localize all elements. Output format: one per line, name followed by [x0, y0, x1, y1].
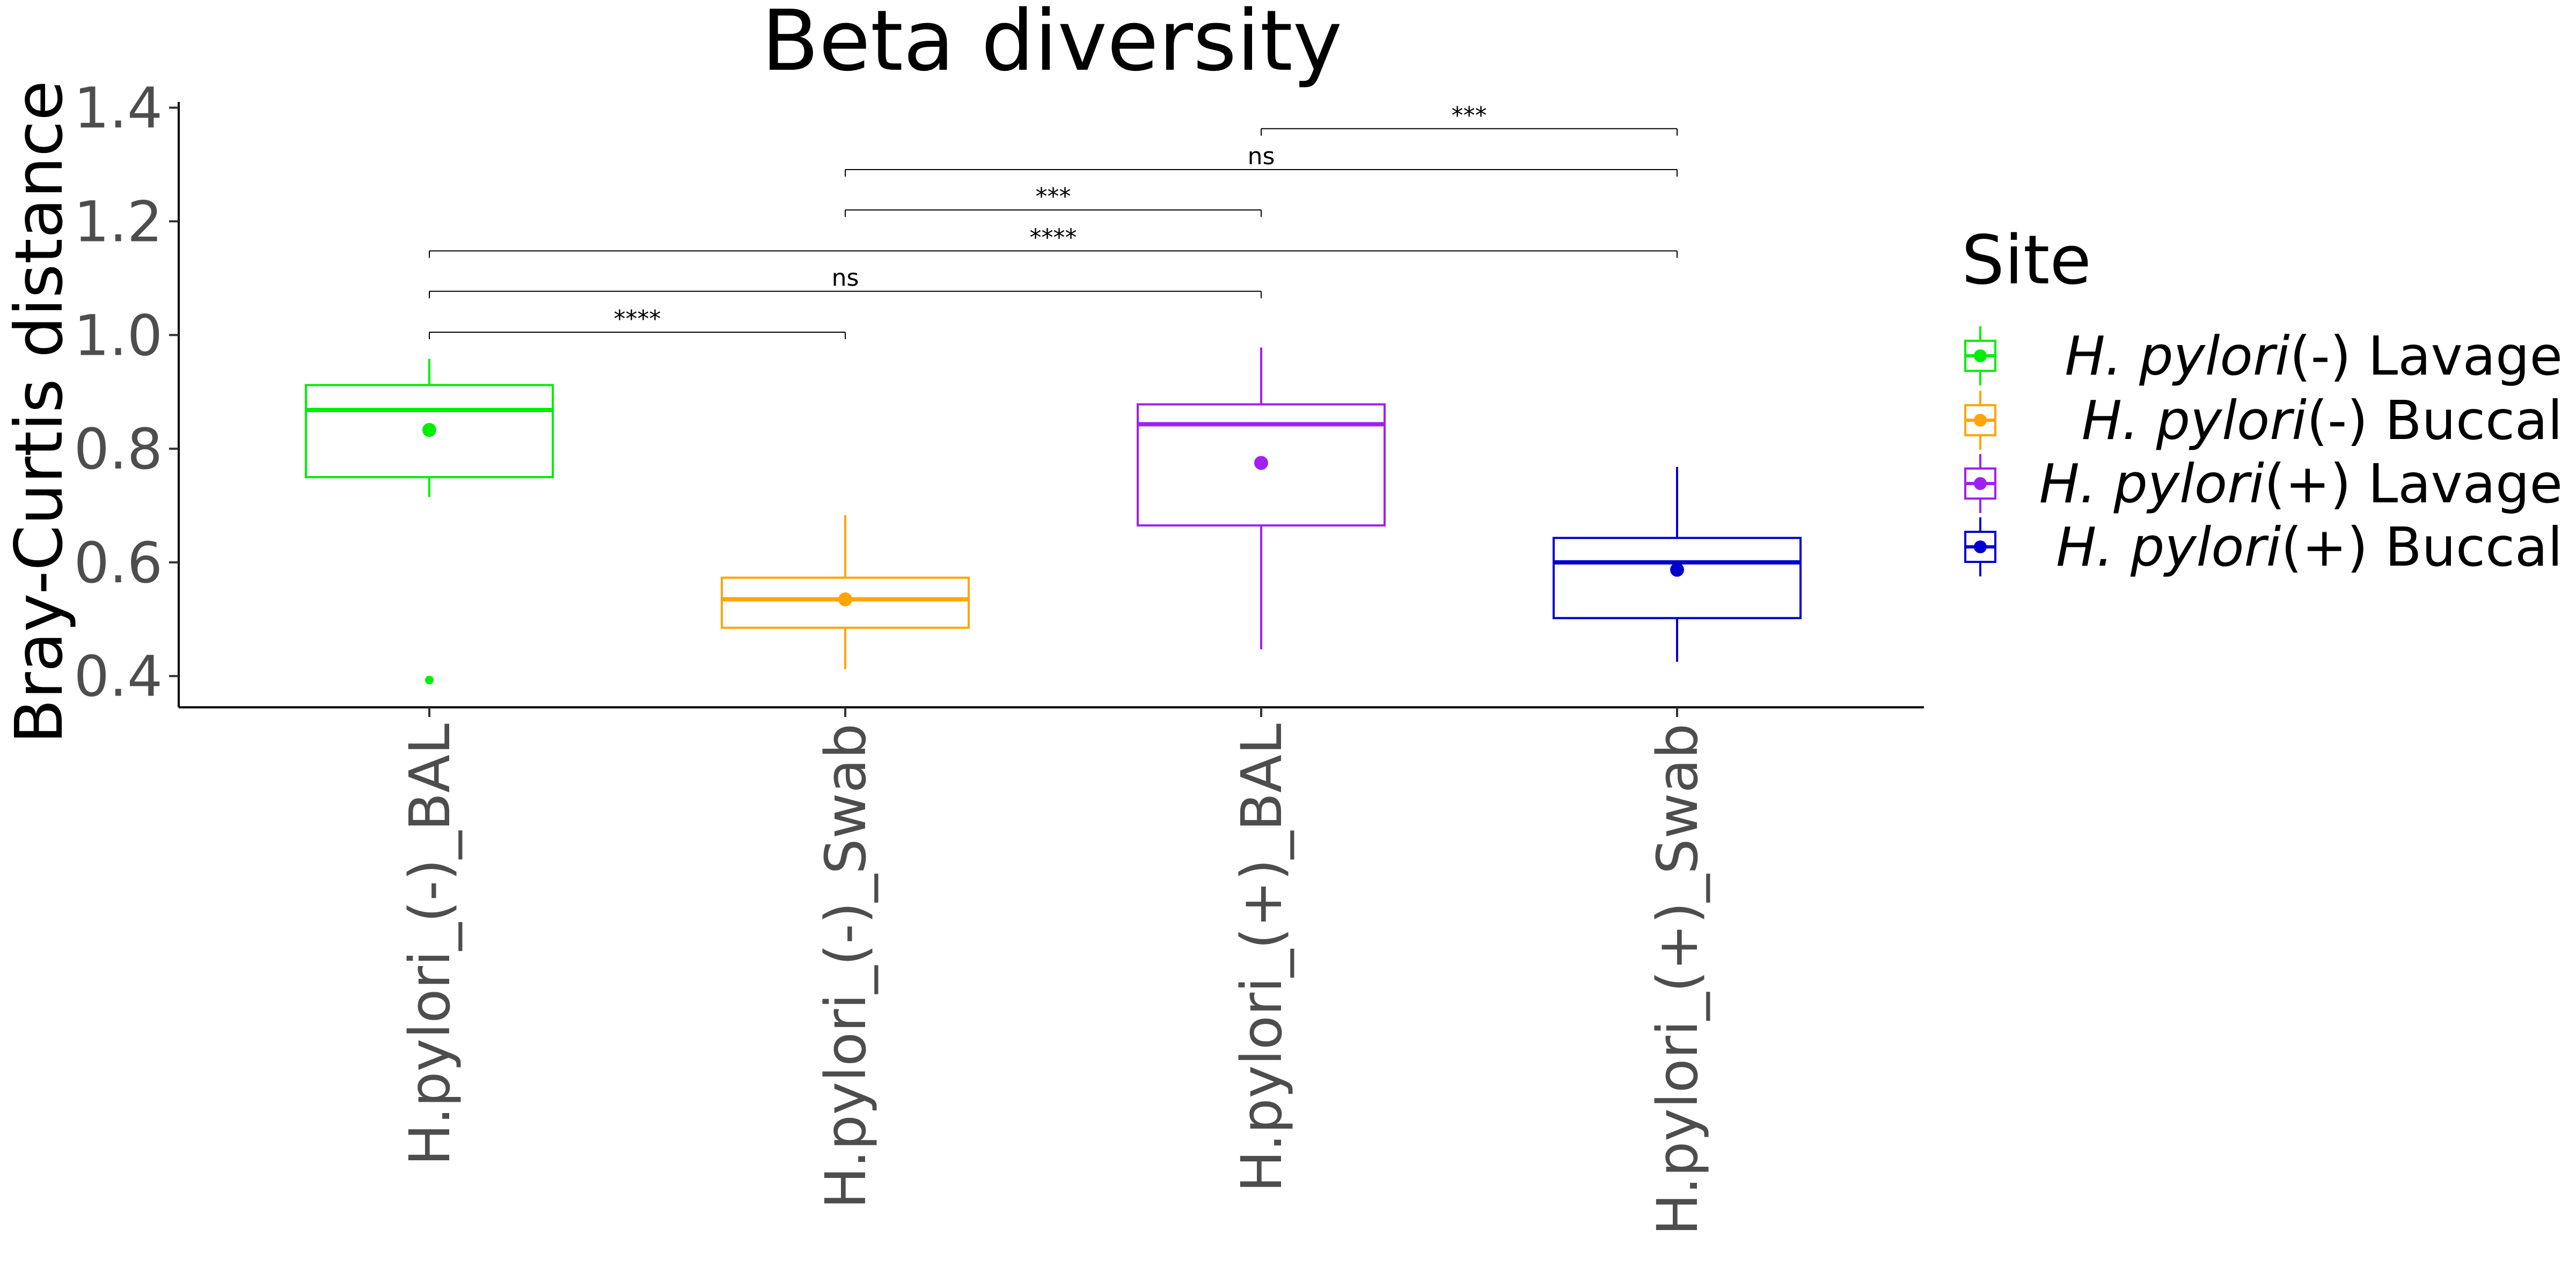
comparison-bracket: ***	[845, 183, 1262, 217]
y-tick-label: 1.0	[74, 303, 163, 368]
significance-label: ****	[1030, 224, 1077, 251]
y-tick-label: 0.6	[74, 530, 163, 596]
y-tick-label: 1.2	[74, 189, 163, 254]
chart-title: Beta diversity	[762, 0, 1342, 90]
box-3	[1137, 347, 1386, 649]
legend-label: H. pylori(+) Lavage	[2039, 452, 2563, 515]
legend-label-group: (-) Lavage	[2290, 325, 2563, 387]
legend-title: Site	[1962, 221, 2091, 299]
legend-key-point	[1974, 477, 1987, 490]
legend-item-3: H. pylori(+) Lavage	[1964, 452, 2563, 515]
y-tick-label: 0.8	[74, 416, 163, 482]
y-axis-title: Bray-Curtis distance	[1, 80, 77, 744]
y-tick-label: 0.4	[74, 644, 163, 709]
mean-point	[1254, 456, 1268, 470]
y-tick-label: 1.4	[74, 76, 163, 141]
significance-label: ***	[1036, 183, 1071, 210]
plot-area: 0.4 0.6 0.8 1.0 1.2 1.4 H.pylori_(-)_BAL H.pylo…	[74, 76, 1924, 1235]
mean-point	[838, 592, 852, 606]
box-2	[721, 515, 970, 670]
legend-item-2: H. pylori(-) Buccal	[1964, 389, 2563, 452]
comparison-bracket: ***	[1261, 102, 1678, 136]
legend-key-point	[1974, 540, 1987, 553]
comparison-bracket: ****	[429, 305, 846, 339]
x-tick-label: H.pylori_(-)_BAL	[397, 723, 463, 1166]
legend-label-group: (-) Buccal	[2307, 389, 2563, 452]
mean-point	[1670, 562, 1684, 577]
legend-label: H. pylori(+) Buccal	[2056, 516, 2563, 579]
x-tick-label: H.pylori_(-)_Swab	[813, 723, 879, 1209]
significance-label: ns	[832, 265, 859, 292]
legend-key-point	[1974, 349, 1987, 362]
legend-label-species: H. pylori	[2039, 452, 2265, 515]
legend-item-1: H. pylori(-) Lavage	[1964, 325, 2563, 387]
significance-label: ***	[1452, 102, 1487, 129]
box-1	[305, 358, 554, 685]
legend-label-species: H. pylori	[2056, 516, 2281, 579]
outlier-point	[425, 676, 434, 685]
mean-point	[422, 423, 436, 437]
comparison-bracket: ****	[429, 224, 1678, 258]
comparison-bracket: ns	[845, 143, 1678, 177]
legend-item-4: H. pylori(+) Buccal	[1964, 516, 2563, 579]
legend-label-species: H. pylori	[2065, 325, 2290, 387]
legend-label: H. pylori(-) Lavage	[2065, 325, 2563, 387]
comparison-bracket: ns	[429, 265, 1262, 298]
legend-label-species: H. pylori	[2082, 389, 2307, 452]
legend-key-point	[1974, 414, 1987, 427]
significance-label: ****	[614, 305, 661, 333]
x-tick-label: H.pylori_(+)_Swab	[1645, 723, 1710, 1235]
legend-label-group: (+) Buccal	[2281, 516, 2563, 579]
box-4	[1553, 466, 1802, 662]
x-tick-label: H.pylori_(+)_BAL	[1229, 723, 1294, 1192]
box-body	[1553, 537, 1802, 619]
legend-label: H. pylori(-) Buccal	[2082, 389, 2563, 452]
significance-label: ns	[1248, 143, 1275, 170]
legend-label-group: (+) Lavage	[2264, 452, 2563, 515]
